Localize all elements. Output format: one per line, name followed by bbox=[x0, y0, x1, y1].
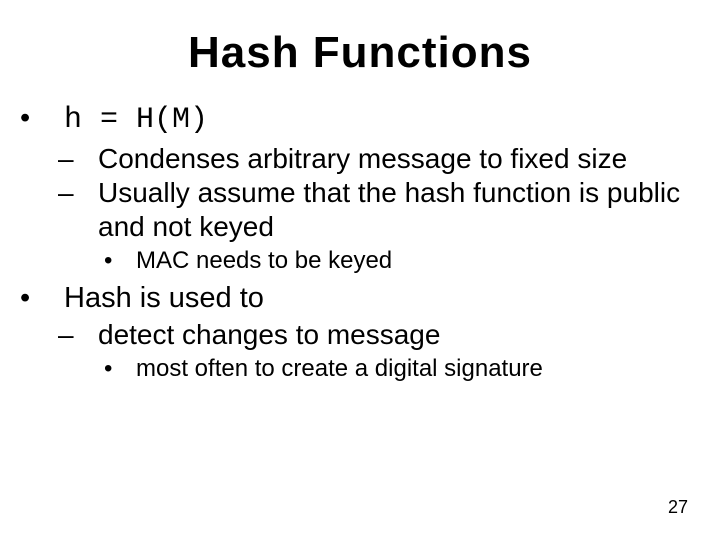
bullet-level2: –Condenses arbitrary message to fixed si… bbox=[78, 142, 692, 176]
bullet-level2: –Usually assume that the hash function i… bbox=[78, 176, 692, 244]
slide: Hash Functions •h = H(M) –Condenses arbi… bbox=[0, 0, 720, 540]
dash-icon: – bbox=[78, 142, 98, 176]
bullet-text: detect changes to message bbox=[98, 319, 440, 350]
bullet-text: most often to create a digital signature bbox=[136, 355, 543, 382]
bullet-icon: • bbox=[120, 354, 136, 384]
bullet-text: Hash is used to bbox=[64, 282, 264, 314]
bullet-text: h = H(M) bbox=[64, 103, 208, 137]
bullet-icon: • bbox=[120, 246, 136, 276]
bullet-level1: •h = H(M) bbox=[42, 100, 692, 140]
bullet-text: MAC needs to be keyed bbox=[136, 247, 392, 274]
bullet-level3: •MAC needs to be keyed bbox=[120, 246, 692, 276]
dash-icon: – bbox=[78, 176, 98, 210]
bullet-icon: • bbox=[42, 100, 64, 136]
page-number: 27 bbox=[668, 497, 688, 518]
bullet-level1: •Hash is used to bbox=[42, 280, 692, 316]
bullet-text: Usually assume that the hash function is… bbox=[98, 177, 680, 242]
bullet-level3: •most often to create a digital signatur… bbox=[120, 354, 692, 384]
bullet-icon: • bbox=[42, 280, 64, 316]
bullet-level2: –detect changes to message bbox=[78, 318, 692, 352]
dash-icon: – bbox=[78, 318, 98, 352]
bullet-text: Condenses arbitrary message to fixed siz… bbox=[98, 143, 627, 174]
slide-title: Hash Functions bbox=[28, 28, 692, 78]
